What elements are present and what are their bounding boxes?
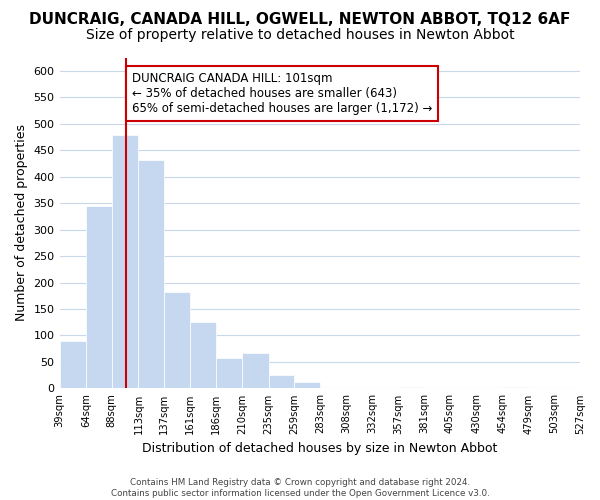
Bar bbox=[112, 136, 139, 388]
Bar bbox=[217, 358, 242, 388]
Text: DUNCRAIG, CANADA HILL, OGWELL, NEWTON ABBOT, TQ12 6AF: DUNCRAIG, CANADA HILL, OGWELL, NEWTON AB… bbox=[29, 12, 571, 28]
Bar bbox=[190, 322, 217, 388]
Text: Contains HM Land Registry data © Crown copyright and database right 2024.
Contai: Contains HM Land Registry data © Crown c… bbox=[110, 478, 490, 498]
Bar bbox=[502, 387, 529, 388]
Bar bbox=[164, 292, 190, 388]
Bar bbox=[398, 387, 424, 388]
Bar bbox=[242, 353, 269, 388]
X-axis label: Distribution of detached houses by size in Newton Abbot: Distribution of detached houses by size … bbox=[142, 442, 497, 455]
Bar bbox=[139, 160, 164, 388]
Y-axis label: Number of detached properties: Number of detached properties bbox=[15, 124, 28, 322]
Bar bbox=[294, 382, 320, 388]
Bar bbox=[86, 206, 112, 388]
Text: DUNCRAIG CANADA HILL: 101sqm
← 35% of detached houses are smaller (643)
65% of s: DUNCRAIG CANADA HILL: 101sqm ← 35% of de… bbox=[132, 72, 433, 115]
Bar bbox=[59, 341, 86, 388]
Text: Size of property relative to detached houses in Newton Abbot: Size of property relative to detached ho… bbox=[86, 28, 514, 42]
Bar bbox=[269, 375, 294, 388]
